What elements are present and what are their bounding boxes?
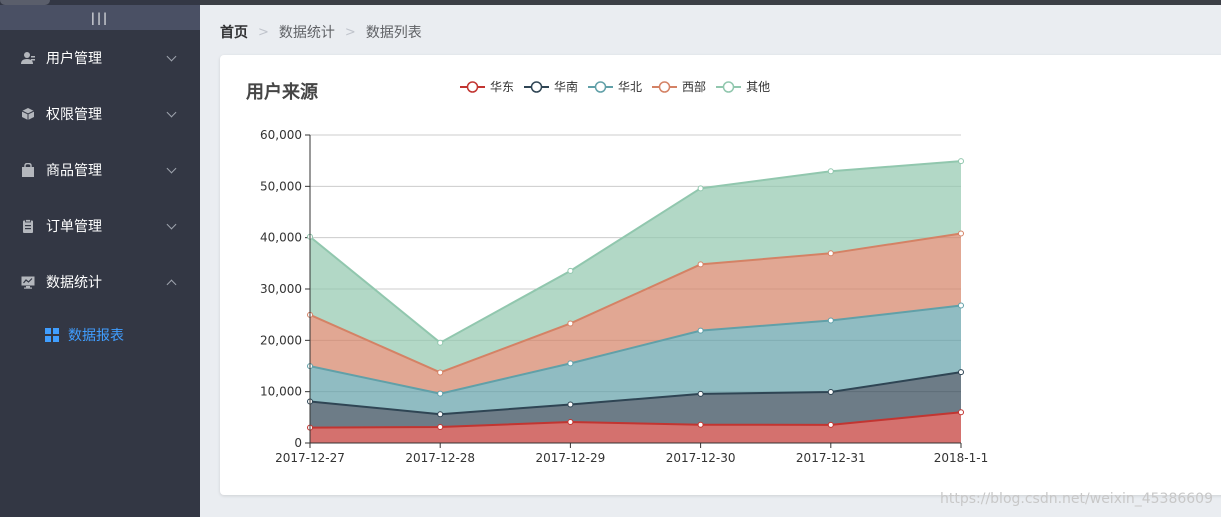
data-point bbox=[567, 418, 574, 425]
legend-label: 其他 bbox=[746, 80, 771, 94]
area-其他 bbox=[310, 161, 961, 373]
x-tick-label: 2017-12-31 bbox=[796, 451, 866, 465]
data-point bbox=[958, 158, 964, 165]
area-华东 bbox=[310, 412, 961, 443]
y-tick-label: 20,000 bbox=[260, 333, 302, 347]
data-point bbox=[567, 401, 574, 408]
data-point bbox=[958, 302, 964, 309]
series-line-华南 bbox=[309, 371, 962, 416]
legend-label: 华北 bbox=[618, 80, 643, 94]
y-tick-label: 30,000 bbox=[260, 282, 302, 296]
data-point bbox=[567, 360, 574, 367]
series-line-西部 bbox=[309, 232, 962, 374]
chevron-down-icon bbox=[166, 108, 178, 120]
legend-marker-icon bbox=[524, 80, 550, 93]
data-point bbox=[827, 317, 834, 324]
grid-icon bbox=[45, 328, 59, 342]
data-point bbox=[437, 339, 444, 346]
stacked-area-chart: 0 10,000 20,000 30,000 40,000 50,000 60,000 201… bbox=[260, 128, 988, 465]
chevron-right-icon: > bbox=[258, 24, 269, 40]
avatar[interactable] bbox=[0, 0, 50, 5]
breadcrumb-data-list: 数据列表 bbox=[365, 25, 422, 41]
legend-item[interactable]: 西部 bbox=[652, 78, 706, 95]
chart-title: 用户来源 bbox=[246, 82, 318, 103]
breadcrumb-home-link[interactable]: 首页 bbox=[220, 25, 248, 41]
x-tick-label: 2017-12-27 bbox=[275, 451, 345, 465]
breadcrumb-statistics: 数据统计 bbox=[278, 25, 335, 41]
data-point bbox=[697, 421, 704, 428]
sidebar-toggle-button[interactable]: ||| bbox=[0, 5, 200, 30]
legend-item[interactable]: 华东 bbox=[460, 78, 514, 95]
series-line-华北 bbox=[309, 304, 962, 395]
data-point bbox=[827, 168, 834, 175]
legend-marker-icon bbox=[588, 80, 614, 93]
data-point bbox=[567, 320, 574, 327]
data-point bbox=[437, 369, 444, 376]
legend-label: 华南 bbox=[554, 80, 579, 94]
shopping-bag-icon bbox=[21, 162, 35, 177]
y-tick-label: 10,000 bbox=[260, 385, 302, 399]
data-point bbox=[958, 409, 964, 416]
data-point bbox=[827, 421, 834, 428]
x-tick-label: 2017-12-30 bbox=[666, 451, 736, 465]
sidebar-item-label: 数据统计 bbox=[46, 275, 102, 291]
sidebar-item-orders[interactable]: 订单管理 bbox=[0, 198, 200, 254]
data-point bbox=[697, 390, 704, 397]
data-point bbox=[827, 250, 834, 257]
data-point bbox=[437, 424, 444, 431]
sidebar-item-label: 商品管理 bbox=[46, 163, 102, 179]
x-tick-label: 2017-12-28 bbox=[405, 451, 475, 465]
chart-legend: 华东 华南 华北 西部 其他 bbox=[460, 78, 780, 95]
chevron-up-icon bbox=[166, 276, 178, 288]
breadcrumb: 首页 > 数据统计 > 数据列表 bbox=[220, 22, 422, 42]
x-tick-label: 2018-1-1 bbox=[934, 451, 988, 465]
x-tick-label: 2017-12-29 bbox=[536, 451, 606, 465]
data-point bbox=[958, 230, 964, 237]
legend-label: 西部 bbox=[682, 80, 707, 94]
sidebar-item-label: 订单管理 bbox=[46, 219, 102, 235]
y-tick-label: 40,000 bbox=[260, 231, 302, 245]
sidebar-item-label: 用户管理 bbox=[46, 51, 102, 67]
legend-label: 华东 bbox=[490, 80, 515, 94]
legend-marker-icon bbox=[460, 80, 485, 93]
data-point bbox=[827, 389, 834, 396]
legend-marker-icon bbox=[716, 80, 742, 93]
data-point bbox=[958, 369, 964, 376]
y-tick-label: 60,000 bbox=[260, 128, 302, 142]
monitor-chart-icon bbox=[21, 275, 35, 289]
data-point bbox=[437, 390, 444, 397]
sidebar-subitem-label: 数据报表 bbox=[68, 328, 124, 344]
chart-card: 用户来源 华东 华南 华北 西部 其他 0 10,000 20,000 30,000 40,00… bbox=[220, 55, 1221, 495]
sidebar-item-label: 权限管理 bbox=[46, 107, 102, 123]
sidebar-subitem-data-report[interactable]: 数据报表 bbox=[0, 314, 200, 356]
chevron-down-icon bbox=[166, 220, 178, 232]
y-tick-label: 0 bbox=[294, 436, 302, 450]
user-icon bbox=[21, 51, 35, 65]
data-point bbox=[567, 267, 574, 274]
sidebar-item-permissions[interactable]: 权限管理 bbox=[0, 86, 200, 142]
series-line-华东 bbox=[309, 411, 962, 429]
chevron-right-icon: > bbox=[344, 24, 356, 40]
sidebar-item-statistics[interactable]: 数据统计 bbox=[0, 254, 200, 310]
cube-icon bbox=[21, 107, 35, 121]
sidebar-item-users[interactable]: 用户管理 bbox=[0, 30, 200, 86]
watermark-text: https://blog.csdn.net/weixin_45386609 bbox=[939, 491, 1213, 507]
clipboard-icon bbox=[21, 219, 35, 233]
legend-item[interactable]: 其他 bbox=[716, 78, 770, 95]
y-tick-label: 50,000 bbox=[260, 179, 302, 193]
data-point bbox=[697, 327, 704, 334]
legend-item[interactable]: 华北 bbox=[588, 78, 642, 95]
chevron-down-icon bbox=[166, 52, 178, 64]
chevron-down-icon bbox=[166, 164, 178, 176]
legend-item[interactable]: 华南 bbox=[524, 78, 578, 95]
legend-marker-icon bbox=[652, 80, 678, 93]
series-line-其他 bbox=[309, 160, 962, 344]
top-header-bar bbox=[0, 0, 1221, 5]
sidebar-item-goods[interactable]: 商品管理 bbox=[0, 142, 200, 198]
data-point bbox=[437, 411, 444, 418]
sidebar: ||| 用户管理 权限管理 商品管理 订单管理 数据统计 bbox=[0, 0, 200, 517]
area-西部 bbox=[310, 233, 961, 394]
data-point bbox=[697, 185, 704, 192]
data-point bbox=[697, 261, 704, 268]
